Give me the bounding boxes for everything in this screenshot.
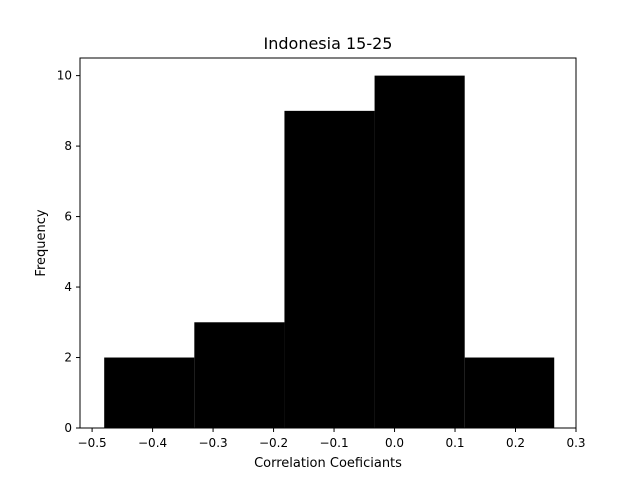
- y-tick-label: 2: [64, 351, 72, 365]
- histogram-bar-5: [464, 357, 555, 428]
- y-tick-label: 6: [64, 210, 72, 224]
- y-axis-ticks: 0 2 4 6 8 10: [57, 69, 80, 435]
- x-tick-label: −0.5: [78, 436, 107, 450]
- bars-group: [104, 75, 555, 428]
- histogram-bar-4: [374, 75, 465, 428]
- histogram-bar-3: [284, 110, 375, 428]
- x-tick-label: −0.2: [259, 436, 288, 450]
- y-axis-label: Frequency: [34, 209, 49, 276]
- y-tick-label: 4: [64, 280, 72, 294]
- x-tick-label: 0.0: [385, 436, 404, 450]
- x-tick-label: 0.2: [506, 436, 525, 450]
- x-tick-label: −0.4: [138, 436, 167, 450]
- x-tick-label: 0.3: [566, 436, 585, 450]
- plot-frame: [79, 57, 577, 429]
- y-tick-label: 0: [64, 421, 72, 435]
- y-tick-label: 10: [57, 69, 72, 83]
- x-axis-ticks: −0.5 −0.4 −0.3 −0.2 −0.1 0.0 0.1 0.2 0.3: [78, 428, 586, 450]
- histogram-bar-2: [194, 322, 285, 428]
- x-axis-label: Correlation Coeficiants: [254, 456, 402, 471]
- y-tick-label: 8: [64, 139, 72, 153]
- histogram-bar-1: [104, 357, 195, 428]
- x-tick-label: 0.1: [445, 436, 464, 450]
- x-tick-label: −0.1: [319, 436, 348, 450]
- chart-title: Indonesia 15-25: [264, 34, 393, 53]
- x-tick-label: −0.3: [199, 436, 228, 450]
